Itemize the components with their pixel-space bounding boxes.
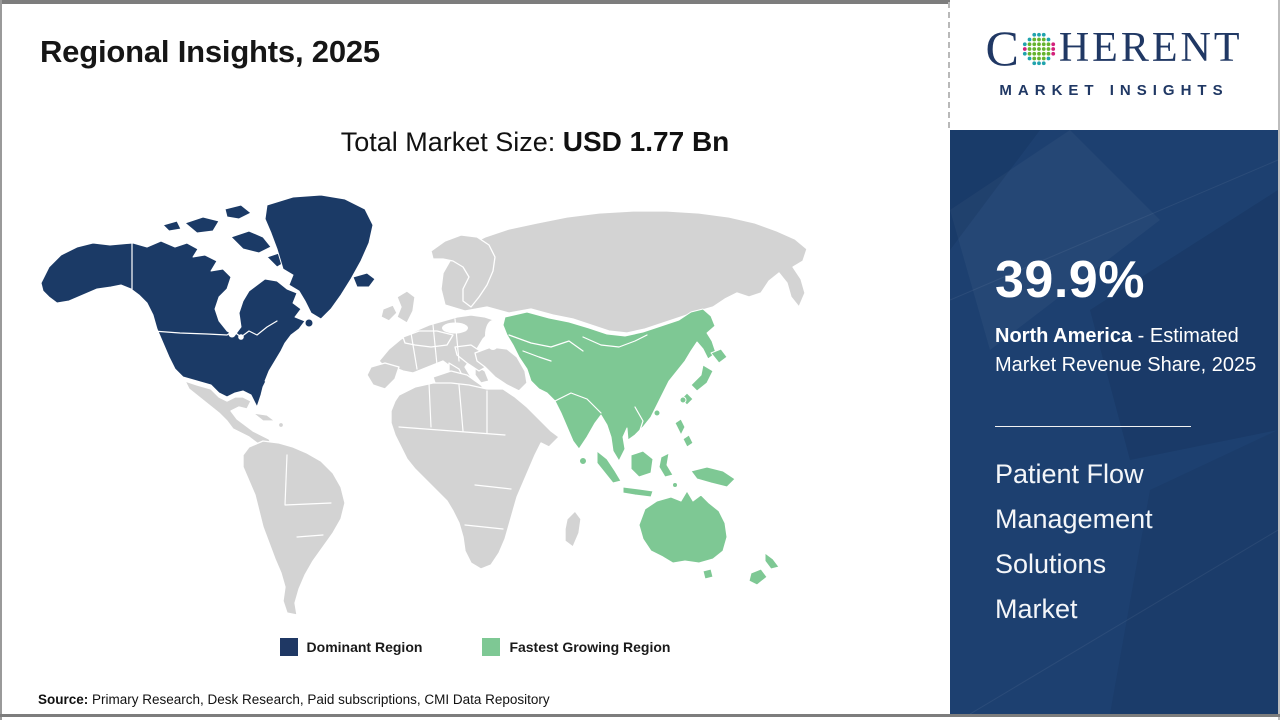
brand-subtitle: MARKET INSIGHTS [999, 82, 1229, 99]
legend-item-fastest: Fastest Growing Region [482, 638, 670, 656]
market-title-line-2: Management [995, 504, 1153, 534]
region-australia [638, 490, 728, 564]
legend-label-fastest: Fastest Growing Region [509, 639, 671, 655]
asia-borders [508, 334, 648, 434]
bottom-border [0, 714, 1280, 717]
region-sri-lanka [579, 457, 587, 465]
region-taiwan [679, 396, 687, 404]
great-lakes-2 [238, 334, 244, 340]
region-madagascar [564, 510, 582, 548]
region-asia-pacific [502, 308, 717, 462]
market-size-value: USD 1.77 Bn [562, 126, 730, 157]
region-hainan [653, 409, 661, 417]
region-new-zealand [748, 552, 780, 586]
legend-item-dominant: Dominant Region [279, 638, 423, 656]
market-size-label: Total Market Size: [340, 127, 563, 157]
great-lakes [228, 330, 236, 338]
region-mexico-central-america [184, 380, 274, 448]
region-new-guinea [690, 466, 736, 488]
region-north-america [40, 240, 306, 408]
share-description: North America - Estimated Market Revenue… [995, 322, 1257, 380]
legend-swatch-fastest [482, 638, 501, 656]
world-map [35, 185, 910, 620]
region-iran [474, 346, 528, 392]
sidebar-texture [950, 130, 1278, 714]
region-cuba [252, 412, 276, 422]
region-timor [672, 482, 678, 488]
page-title: Regional Insights, 2025 [40, 34, 380, 69]
market-title: Patient Flow Management Solutions Market [995, 452, 1153, 632]
region-iceland [352, 272, 376, 288]
region-japan [680, 348, 728, 406]
africa-borders [398, 382, 512, 530]
region-scandinavia [430, 234, 496, 308]
share-value: 39.9% [995, 251, 1145, 309]
market-title-line-4: Market [995, 594, 1078, 624]
market-size-caption: Total Market Size: USD 1.77 Bn [60, 126, 1010, 158]
insight-sidebar: 39.9% North America - Estimated Market R… [950, 130, 1278, 714]
region-hispaniola [277, 421, 285, 429]
us-canada-border [152, 320, 278, 338]
region-russia [440, 210, 808, 334]
region-tasmania [702, 568, 714, 580]
europe-borders [410, 318, 460, 370]
region-uk [396, 290, 416, 324]
region-south-america [242, 440, 346, 616]
brand-logo: C HERENT MARKET INSIGHTS [950, 0, 1278, 130]
caspian-sea [485, 320, 501, 350]
source-label: Source: [38, 692, 89, 707]
share-region-name: North America [995, 325, 1133, 347]
market-title-line-3: Solutions [995, 549, 1107, 579]
brand-letters-rest: HERENT [1058, 25, 1243, 71]
brand-wordmark: C HERENT [950, 20, 1278, 76]
brand-letter-c: C [985, 20, 1019, 76]
dotted-globe-icon [1022, 32, 1055, 66]
region-philippines [674, 418, 694, 448]
top-border [0, 0, 1280, 4]
region-iberia [366, 362, 400, 390]
region-turkey [402, 330, 454, 348]
region-ireland [380, 304, 398, 322]
legend-swatch-dominant [279, 638, 298, 656]
map-legend: Dominant Region Fastest Growing Region [0, 638, 950, 656]
region-arctic-islands [162, 204, 288, 268]
south-america-borders [284, 454, 332, 538]
black-sea [442, 322, 468, 334]
market-title-line-1: Patient Flow [995, 459, 1144, 489]
region-newfoundland [304, 318, 314, 328]
share-region-desc: - Estimated Market Revenue Share, 2025 [995, 325, 1257, 376]
region-greenland [264, 194, 374, 320]
right-border [1278, 0, 1280, 720]
logo-divider [948, 2, 950, 128]
region-indonesia [596, 450, 674, 498]
source-note: Source: Primary Research, Desk Research,… [38, 692, 550, 707]
left-border [0, 0, 2, 720]
legend-label-dominant: Dominant Region [306, 639, 423, 655]
region-africa [390, 382, 560, 570]
source-text: Primary Research, Desk Research, Paid su… [88, 692, 550, 707]
sidebar-divider [995, 426, 1191, 427]
